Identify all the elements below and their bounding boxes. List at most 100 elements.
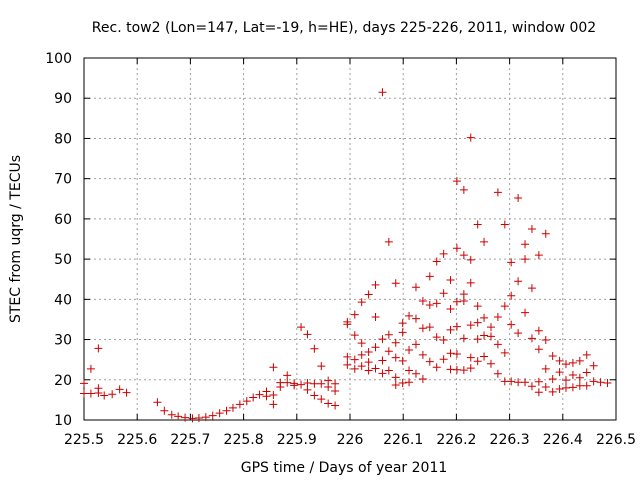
data-point bbox=[350, 364, 359, 373]
data-point bbox=[452, 365, 461, 374]
data-point bbox=[568, 383, 577, 392]
data-point bbox=[466, 255, 475, 264]
data-point bbox=[521, 255, 530, 264]
data-point bbox=[364, 290, 373, 299]
data-point bbox=[521, 308, 530, 317]
data-point bbox=[418, 350, 427, 359]
x-tick-label: 225.8 bbox=[224, 432, 264, 448]
data-point bbox=[297, 380, 306, 389]
data-point bbox=[541, 383, 550, 392]
data-point bbox=[527, 382, 536, 391]
data-point bbox=[310, 379, 319, 388]
data-point bbox=[269, 400, 278, 409]
data-point bbox=[500, 302, 509, 311]
data-point bbox=[446, 276, 455, 285]
data-point bbox=[303, 378, 312, 387]
data-point bbox=[384, 366, 393, 375]
data-points bbox=[80, 88, 612, 423]
y-tick-label: 30 bbox=[54, 333, 72, 349]
data-point bbox=[405, 366, 414, 375]
data-point bbox=[94, 389, 103, 398]
x-tick-label: 226.4 bbox=[543, 432, 583, 448]
data-point bbox=[153, 398, 162, 407]
data-point bbox=[541, 229, 550, 238]
data-point bbox=[439, 289, 448, 298]
data-point bbox=[181, 413, 190, 422]
data-point bbox=[391, 373, 400, 382]
data-point bbox=[86, 364, 95, 373]
data-point bbox=[425, 272, 434, 281]
y-tick-label: 40 bbox=[54, 292, 72, 308]
data-point bbox=[167, 410, 176, 419]
data-point bbox=[555, 385, 564, 394]
data-point bbox=[371, 280, 380, 289]
data-point bbox=[391, 338, 400, 347]
data-point bbox=[480, 331, 489, 340]
data-point bbox=[357, 362, 366, 371]
data-point bbox=[357, 350, 366, 359]
data-point bbox=[459, 185, 468, 194]
x-tick-label: 226.1 bbox=[383, 432, 423, 448]
data-point bbox=[331, 401, 340, 410]
data-point bbox=[201, 413, 210, 422]
data-point bbox=[80, 379, 88, 388]
data-point bbox=[343, 360, 352, 369]
data-point bbox=[466, 133, 475, 142]
data-point bbox=[384, 330, 393, 339]
y-tick-label: 70 bbox=[54, 172, 72, 188]
data-point bbox=[534, 377, 543, 386]
data-point bbox=[425, 357, 434, 366]
data-point bbox=[486, 332, 495, 341]
y-tick-label: 50 bbox=[54, 252, 72, 268]
data-point bbox=[269, 363, 278, 372]
data-point bbox=[297, 323, 306, 332]
data-point bbox=[480, 237, 489, 246]
x-tick-label: 225.9 bbox=[277, 432, 317, 448]
data-point bbox=[283, 378, 292, 387]
x-tick-label: 226.5 bbox=[596, 432, 636, 448]
data-point bbox=[527, 334, 536, 343]
data-point bbox=[582, 368, 591, 377]
data-point bbox=[324, 383, 333, 392]
data-point bbox=[514, 277, 523, 286]
data-point bbox=[459, 366, 468, 375]
data-point bbox=[115, 385, 124, 394]
data-point bbox=[473, 318, 482, 327]
data-point bbox=[378, 88, 387, 97]
data-point bbox=[473, 220, 482, 229]
data-point bbox=[473, 335, 482, 344]
data-point bbox=[548, 352, 557, 361]
data-point bbox=[459, 296, 468, 305]
data-point bbox=[446, 325, 455, 334]
data-point bbox=[432, 363, 441, 372]
data-point bbox=[411, 314, 420, 323]
data-point bbox=[364, 366, 373, 375]
data-point bbox=[371, 313, 380, 322]
data-point bbox=[459, 290, 468, 299]
data-point bbox=[582, 350, 591, 359]
data-point bbox=[493, 188, 502, 197]
data-point bbox=[561, 360, 570, 369]
data-point bbox=[541, 364, 550, 373]
data-point bbox=[208, 411, 217, 420]
data-point bbox=[269, 391, 278, 400]
data-point bbox=[480, 352, 489, 361]
data-point bbox=[317, 379, 326, 388]
y-axis-label: STEC from uqrg / TECUs bbox=[8, 155, 24, 323]
x-tick-label: 225.6 bbox=[117, 432, 157, 448]
data-point bbox=[561, 383, 570, 392]
data-point bbox=[500, 348, 509, 357]
y-tick-label: 20 bbox=[54, 373, 72, 389]
data-point bbox=[94, 344, 103, 353]
data-point bbox=[541, 335, 550, 344]
grid bbox=[84, 58, 616, 420]
data-point bbox=[466, 278, 475, 287]
data-point bbox=[418, 324, 427, 333]
data-point bbox=[100, 391, 109, 400]
data-point bbox=[350, 355, 359, 364]
data-point bbox=[452, 177, 461, 186]
data-point bbox=[466, 364, 475, 373]
data-point bbox=[527, 224, 536, 233]
data-point bbox=[317, 362, 326, 371]
data-point bbox=[575, 381, 584, 390]
